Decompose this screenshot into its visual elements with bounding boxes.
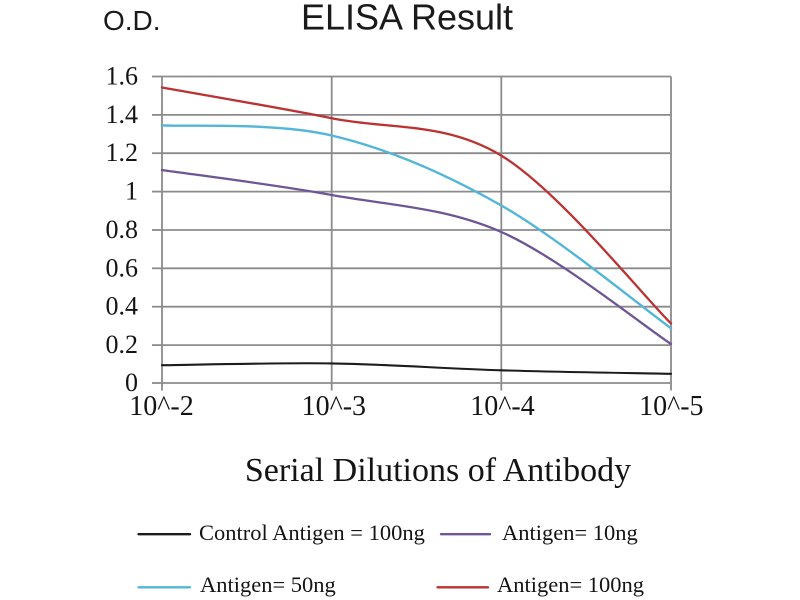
svg-text:10^-3: 10^-3 bbox=[302, 391, 366, 422]
svg-text:1.6: 1.6 bbox=[106, 62, 139, 91]
svg-text:1.2: 1.2 bbox=[106, 138, 139, 167]
svg-text:1: 1 bbox=[125, 177, 138, 206]
svg-text:10^-4: 10^-4 bbox=[470, 391, 534, 422]
svg-text:Antigen= 50ng: Antigen= 50ng bbox=[200, 572, 336, 597]
svg-text:Antigen= 10ng: Antigen= 10ng bbox=[502, 520, 638, 545]
svg-text:0: 0 bbox=[125, 368, 138, 397]
svg-text:Antigen= 100ng: Antigen= 100ng bbox=[497, 572, 644, 597]
svg-text:0.2: 0.2 bbox=[106, 330, 139, 359]
svg-text:ELISA Result: ELISA Result bbox=[301, 0, 513, 38]
svg-text:1.4: 1.4 bbox=[106, 100, 139, 129]
svg-text:10^-5: 10^-5 bbox=[639, 391, 703, 422]
svg-text:10^-2: 10^-2 bbox=[129, 391, 193, 422]
svg-text:0.4: 0.4 bbox=[106, 292, 139, 321]
svg-text:O.D.: O.D. bbox=[103, 5, 161, 36]
svg-text:0.6: 0.6 bbox=[106, 253, 139, 282]
svg-text:Serial Dilutions of Antibody: Serial Dilutions of Antibody bbox=[245, 452, 631, 489]
svg-text:Control Antigen = 100ng: Control Antigen = 100ng bbox=[199, 520, 425, 545]
svg-text:0.8: 0.8 bbox=[106, 215, 139, 244]
